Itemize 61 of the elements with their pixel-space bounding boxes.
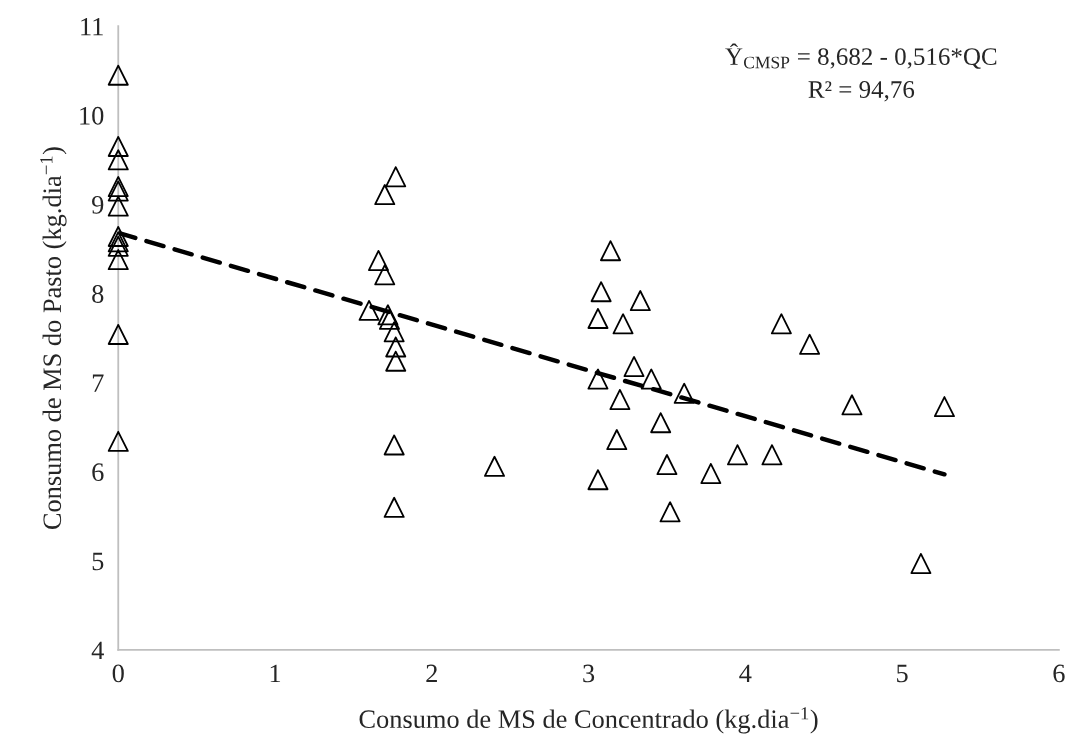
y-axis-title: Consumo de MS do Pasto (kg.dia$^{−1}$) [40,147,67,530]
y-tick-label: 11 [81,17,103,36]
point [600,240,621,262]
point [107,323,129,345]
point [623,356,645,378]
point [385,350,407,372]
x-tick-label: 2 [426,664,437,683]
point [385,336,407,358]
annotation: Ŷ$_{CMSP}$ = 8,682 - 0,516*QC [725,43,997,69]
x-tick-label: 0 [112,664,124,683]
point [727,444,748,466]
point [673,382,695,404]
point [841,394,863,416]
x-tick-label: 3 [583,664,595,683]
x-axis-title: Consumo de MS de Concentrado (kg.dia$^{−1}$) [359,707,818,734]
x-tick-label: 5 [897,664,908,683]
point [640,368,662,390]
point [368,250,389,271]
point [358,299,380,321]
point [659,501,681,523]
point [383,496,405,518]
point [107,195,129,217]
y-tick-label: 8 [92,285,104,303]
point [606,429,628,451]
point [650,412,672,434]
point [629,290,651,312]
point [107,225,129,247]
point [700,462,722,484]
point [933,396,955,418]
point [770,313,792,335]
x-tick-label: 4 [739,664,752,683]
point [799,333,821,355]
x-tick-label: 6 [1053,664,1065,683]
y-tick-label: 9 [92,196,104,214]
y-tick-label: 10 [80,106,104,125]
y-tick-label: 6 [92,463,104,482]
point [587,307,609,329]
point [385,166,407,188]
point [107,64,129,86]
y-tick-label: 7 [92,374,104,392]
point [107,430,129,452]
point [107,249,129,271]
point [383,321,405,343]
point [374,184,396,206]
point [374,264,396,286]
x-tick-label: 1 [270,664,281,683]
point [590,281,612,303]
point [910,552,932,574]
point [107,149,129,171]
annotation: R² = 94,76 [808,81,915,102]
point [761,444,783,466]
point [587,469,609,491]
point [609,389,631,410]
y-tick-label: 5 [92,552,104,571]
y-tick-label: 4 [91,641,104,660]
point [656,454,678,476]
point [383,434,405,456]
point [484,455,505,477]
point [107,135,129,157]
point [612,313,634,335]
point [587,368,609,390]
